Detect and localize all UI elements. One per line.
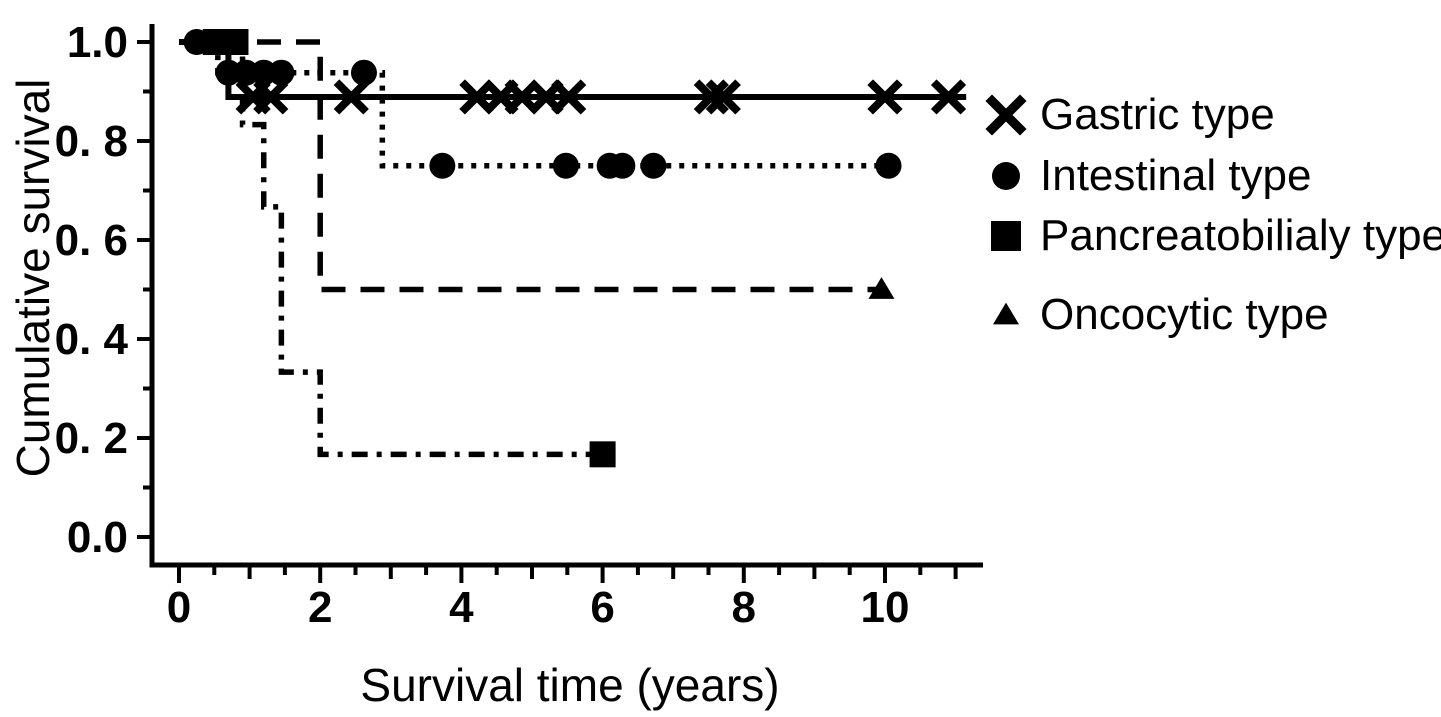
x-marker	[528, 79, 564, 115]
gastric-type-marks	[235, 79, 967, 115]
x-tick-label: 2	[308, 583, 332, 632]
x-tick-label: 0	[167, 583, 191, 632]
legend-label: Intestinal type	[1040, 151, 1312, 200]
legend-label: Oncocytic type	[1040, 290, 1329, 339]
legend-item-oncocytic: Oncocytic type	[984, 290, 1329, 340]
x-axis-title: Survival time (years)	[360, 659, 780, 711]
square-marker-icon	[991, 221, 1021, 251]
circle-marker	[640, 152, 667, 179]
x-marker	[504, 79, 540, 115]
square-marker	[222, 29, 249, 55]
x-tick-label: 10	[861, 583, 910, 632]
circle-marker	[875, 152, 902, 179]
x-tick-label: 4	[449, 583, 474, 632]
circle-marker	[183, 29, 210, 55]
x-marker	[333, 79, 369, 115]
triangle-marker-icon	[993, 302, 1019, 325]
square-marker	[991, 221, 1021, 251]
y-tick-label: 0. 2	[55, 414, 128, 463]
triangle-marker	[868, 277, 895, 299]
circle-marker	[609, 152, 636, 179]
x-marker	[459, 79, 495, 115]
y-tick-label: 0. 4	[55, 315, 129, 364]
legend-item-intestinal: Intestinal type	[984, 151, 1312, 201]
oncocytic-type-marks	[868, 277, 895, 299]
x-marker-icon	[985, 94, 1027, 136]
triangle-marker	[993, 302, 1019, 325]
x-marker	[867, 79, 903, 115]
y-tick-label: 0. 8	[55, 117, 128, 166]
x-tick-label: 8	[732, 583, 756, 632]
y-tick-label: 0. 6	[55, 216, 128, 265]
legend-label: Pancreatobilialy type	[1040, 211, 1441, 260]
x-tick-label: 6	[590, 583, 614, 632]
y-axis-title: Cumulative survival	[7, 78, 59, 478]
circle-marker	[992, 162, 1020, 190]
x-marker	[705, 79, 741, 115]
circle-marker	[552, 152, 579, 179]
intestinal-type-marks	[183, 29, 902, 179]
square-marker	[589, 441, 616, 468]
y-tick-label: 1.0	[67, 18, 128, 67]
circle-marker	[350, 59, 377, 86]
x-marker	[930, 79, 967, 115]
legend-item-gastric: Gastric type	[984, 90, 1275, 140]
circle-marker-icon	[992, 162, 1020, 190]
y-tick-label: 0.0	[67, 513, 128, 562]
oncocytic-type-curve	[179, 39, 882, 293]
pancreatobilialy-type-marks	[202, 29, 616, 468]
legend-label: Gastric type	[1040, 90, 1275, 139]
circle-marker	[268, 59, 295, 86]
circle-marker	[429, 152, 456, 179]
x-marker	[253, 79, 289, 115]
x-marker	[551, 79, 587, 115]
legend-item-pancreatobilialy: Pancreatobilialy type	[984, 211, 1441, 261]
x-marker	[985, 94, 1027, 136]
